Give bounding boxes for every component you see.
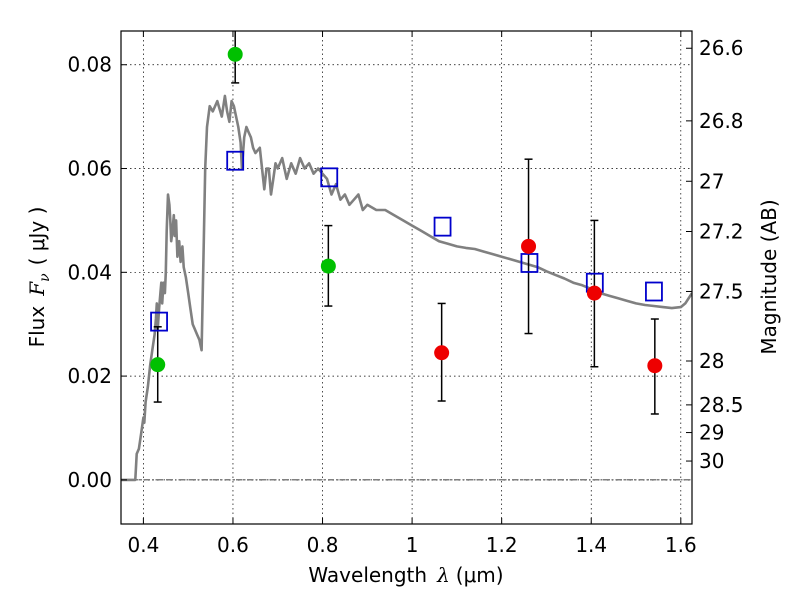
- y-tick-label: 0.04: [67, 260, 112, 284]
- y2-tick-label: 29: [699, 421, 724, 445]
- model-photometry-square: [520, 253, 539, 273]
- model-photometry-square: [150, 311, 168, 332]
- y2-tick-label: 27.5: [699, 279, 744, 303]
- y2-tick-label: 28: [699, 349, 724, 373]
- y-tick-label: 0.06: [67, 157, 112, 181]
- x-tick-label: 0.4: [127, 533, 159, 557]
- y-axis-label: FluxFν( μJy ): [25, 207, 53, 348]
- model-photometry-square: [226, 150, 245, 171]
- x-tick-label: 0.8: [307, 533, 339, 557]
- plot-area: [121, 31, 692, 524]
- grid-lines: [121, 31, 692, 524]
- axis-ticks: 0.4 0.6 0.8 1 1.2 1.4 1.6 0.00 0.02 0.04 0.06 0.08 2…: [67, 31, 744, 557]
- x-tick-label: 1.4: [575, 533, 607, 557]
- x-axis-label: Wavelength λ (μm): [308, 563, 503, 587]
- model-spectrum-line: [121, 94, 692, 482]
- x-tick-label: 1.2: [486, 533, 518, 557]
- y2-tick-label: 26.8: [699, 109, 744, 133]
- plot-frame: [120, 30, 693, 525]
- observed-flux-point: [647, 358, 663, 374]
- x-tick-label: 0.6: [217, 533, 249, 557]
- observed-flux-point: [227, 46, 243, 62]
- y2-axis-label: Magnitude (AB): [757, 199, 781, 354]
- y-tick-label: 0.02: [67, 364, 112, 388]
- y2-tick-label: 27.2: [699, 220, 744, 244]
- y2-tick-label: 26.6: [699, 36, 744, 60]
- observed-flux-point: [434, 345, 450, 361]
- y-tick-label: 0.08: [67, 53, 112, 77]
- model-spectrum: [121, 94, 692, 482]
- x-tick-label: 1: [406, 533, 419, 557]
- observed-flux-point: [521, 238, 537, 254]
- y-tick-label: 0.00: [67, 468, 112, 492]
- model-photometry-square: [433, 216, 452, 237]
- observed-flux-point: [150, 357, 166, 373]
- y2-tick-label: 28.5: [699, 393, 744, 417]
- observed-flux-point: [586, 285, 602, 301]
- x-tick-label: 1.6: [665, 533, 697, 557]
- y2-tick-label: 30: [699, 449, 724, 473]
- y2-tick-label: 27: [699, 169, 724, 193]
- model-photometry-square: [645, 281, 663, 302]
- observed-flux-point: [320, 258, 336, 274]
- data-markers: [150, 46, 663, 374]
- model-photometry-square: [320, 167, 339, 188]
